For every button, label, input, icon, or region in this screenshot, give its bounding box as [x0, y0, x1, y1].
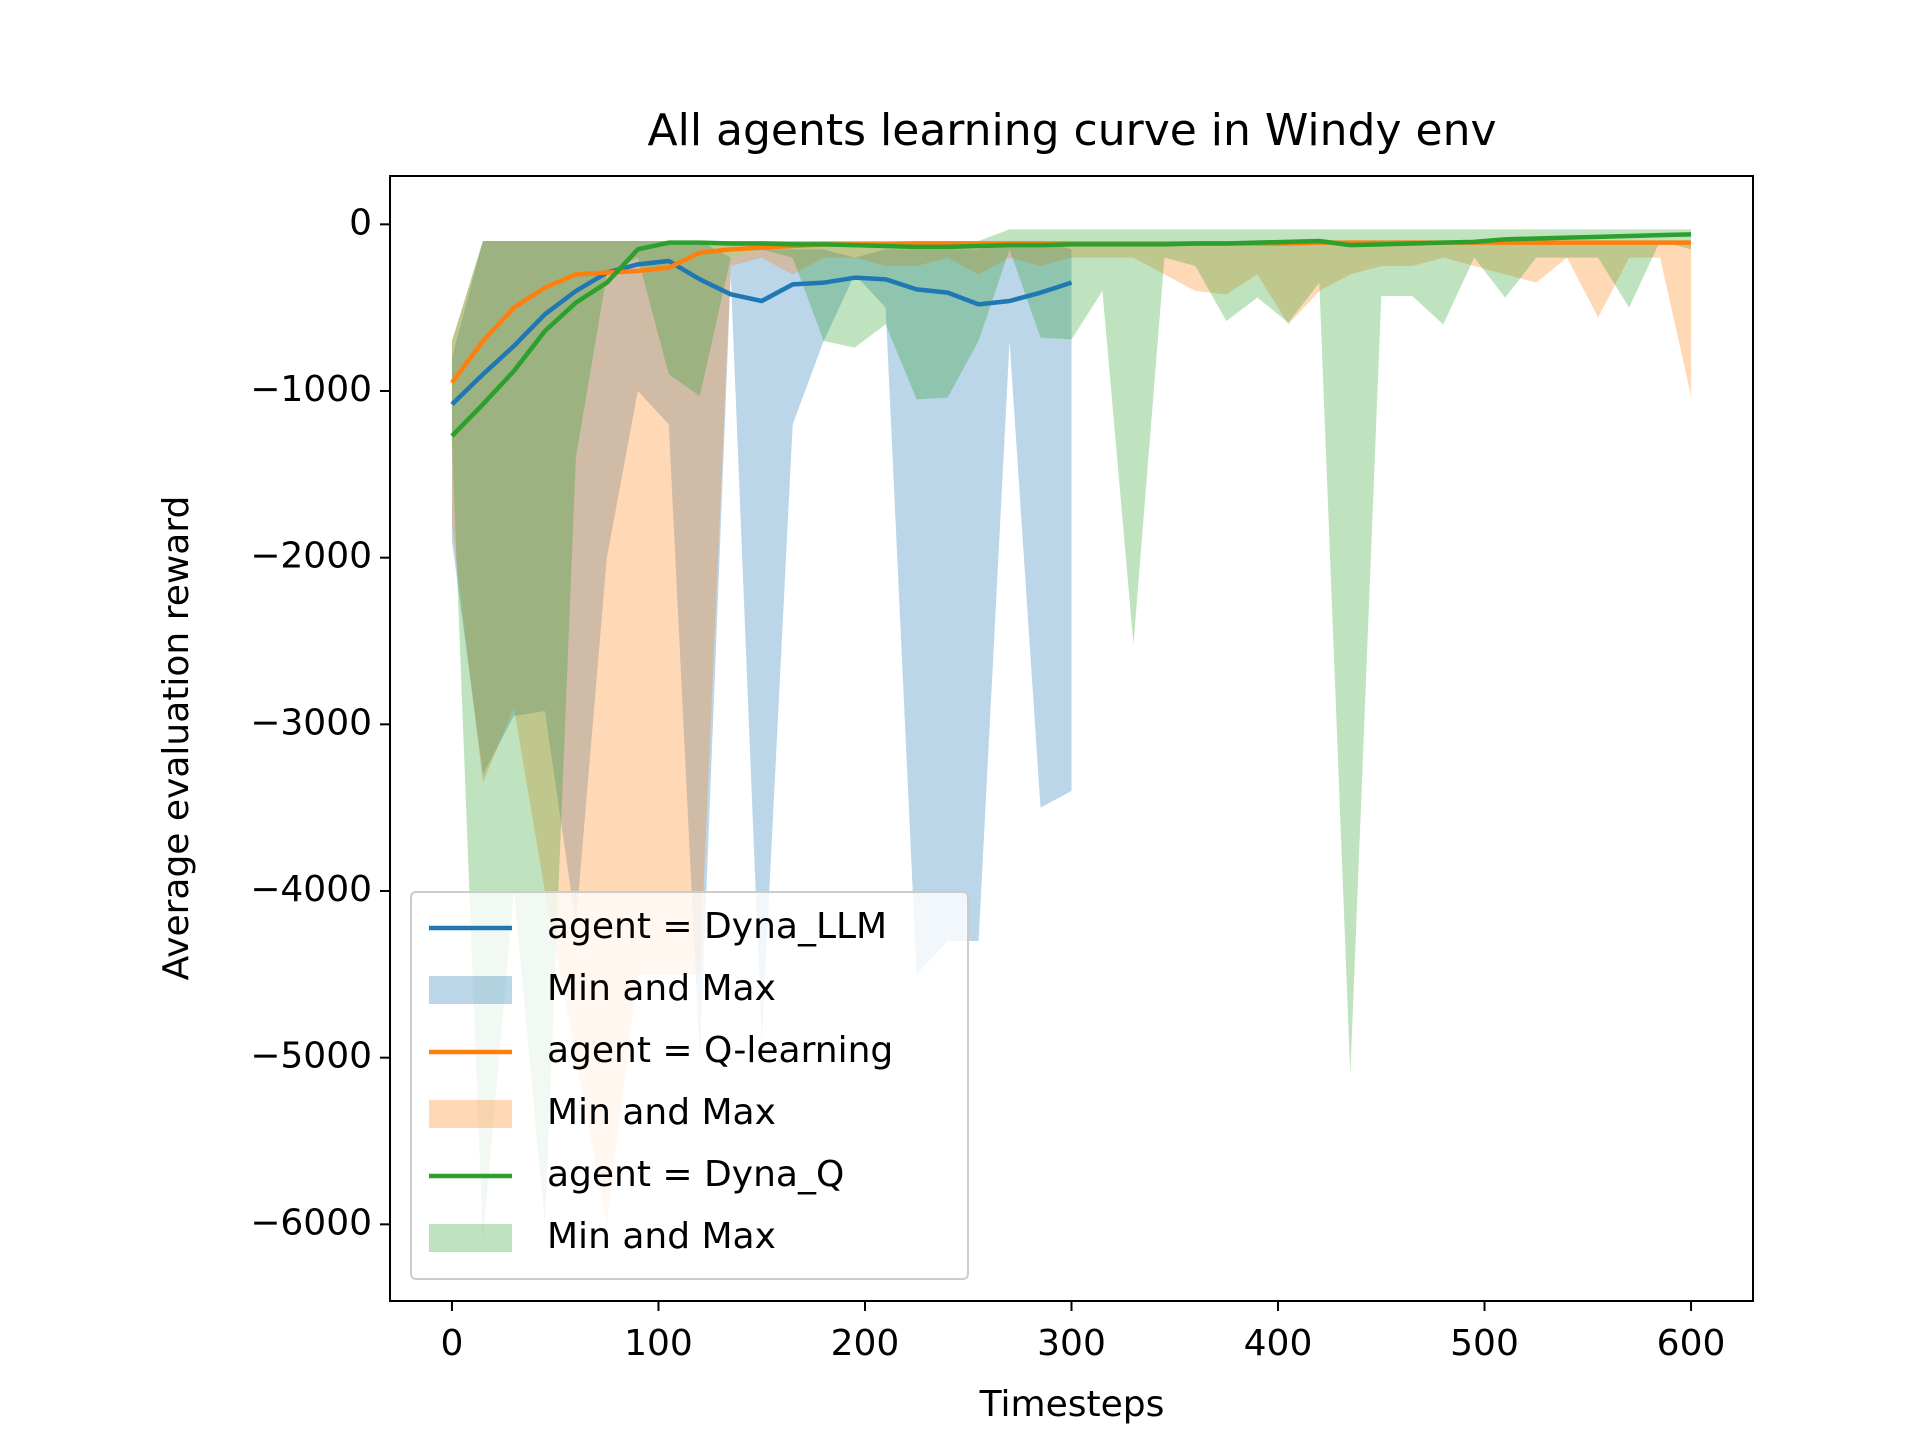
x-tick-label: 0	[441, 1323, 464, 1364]
legend-patch	[429, 1224, 512, 1252]
legend-label: Min and Max	[547, 1216, 776, 1257]
chart-title: All agents learning curve in Windy env	[648, 105, 1497, 156]
legend-label: Min and Max	[547, 1092, 776, 1133]
plot-area	[450, 229, 1692, 1242]
legend-patch	[429, 1100, 512, 1128]
legend-label: agent = Dyna_Q	[547, 1154, 844, 1195]
y-tick-label: −5000	[250, 1036, 372, 1077]
y-tick-label: −2000	[250, 536, 372, 577]
legend: agent = Dyna_LLM Min and Max agent = Q-lea…	[410, 891, 969, 1280]
x-tick-label: 500	[1450, 1323, 1519, 1364]
y-axis-label: Average evaluation reward	[156, 496, 197, 981]
min-max-band	[451, 241, 1692, 1225]
legend-label: agent = Q-learning	[547, 1030, 893, 1071]
y-tick-label: 0	[349, 202, 372, 243]
mean-line	[450, 232, 1692, 438]
x-tick-label: 600	[1657, 1323, 1726, 1364]
legend-patch	[429, 976, 512, 1004]
legend-box	[410, 891, 969, 1280]
y-tick-label: −3000	[250, 702, 372, 743]
min-max-band	[451, 229, 1692, 1242]
axes: 0 100 200 300 400 500 600 −6000 −5000 −4000 −3000 −…	[250, 175, 1754, 1364]
x-axis-label: Timesteps	[979, 1384, 1165, 1425]
legend-label: agent = Dyna_LLM	[547, 906, 887, 947]
x-tick-label: 300	[1037, 1323, 1106, 1364]
min-max-band	[451, 241, 1072, 1058]
plot-frame	[389, 175, 1754, 1302]
y-tick-label: −6000	[250, 1202, 372, 1243]
y-tick-label: −4000	[250, 869, 372, 910]
legend-label: Min and Max	[547, 968, 776, 1009]
x-tick-label: 400	[1244, 1323, 1313, 1364]
mean-line	[450, 258, 1073, 406]
x-tick-label: 200	[831, 1323, 900, 1364]
y-tick-label: −1000	[250, 369, 372, 410]
x-tick-label: 100	[624, 1323, 693, 1364]
